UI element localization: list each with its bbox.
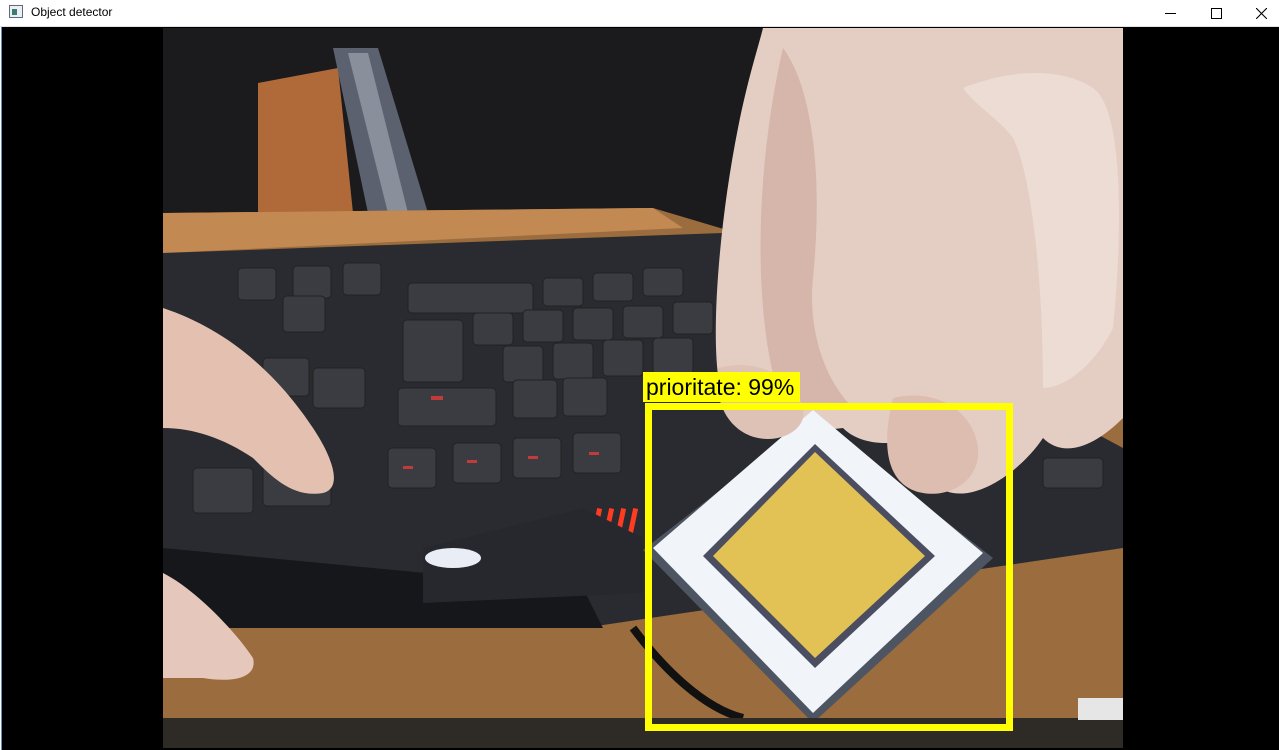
detection-label: prioritate: 99% bbox=[643, 372, 800, 402]
minimize-icon bbox=[1165, 13, 1176, 14]
detection-bounding-box bbox=[645, 403, 1013, 731]
window-titlebar[interactable]: Object detector bbox=[0, 0, 1279, 27]
close-button[interactable] bbox=[1238, 0, 1279, 26]
maximize-icon bbox=[1211, 8, 1222, 19]
camera-image bbox=[163, 28, 1123, 748]
window-title: Object detector bbox=[31, 5, 113, 19]
close-icon bbox=[1256, 8, 1267, 19]
app-icon bbox=[9, 5, 23, 18]
camera-frame bbox=[163, 28, 1123, 748]
maximize-button[interactable] bbox=[1193, 0, 1239, 26]
minimize-button[interactable] bbox=[1147, 0, 1193, 26]
